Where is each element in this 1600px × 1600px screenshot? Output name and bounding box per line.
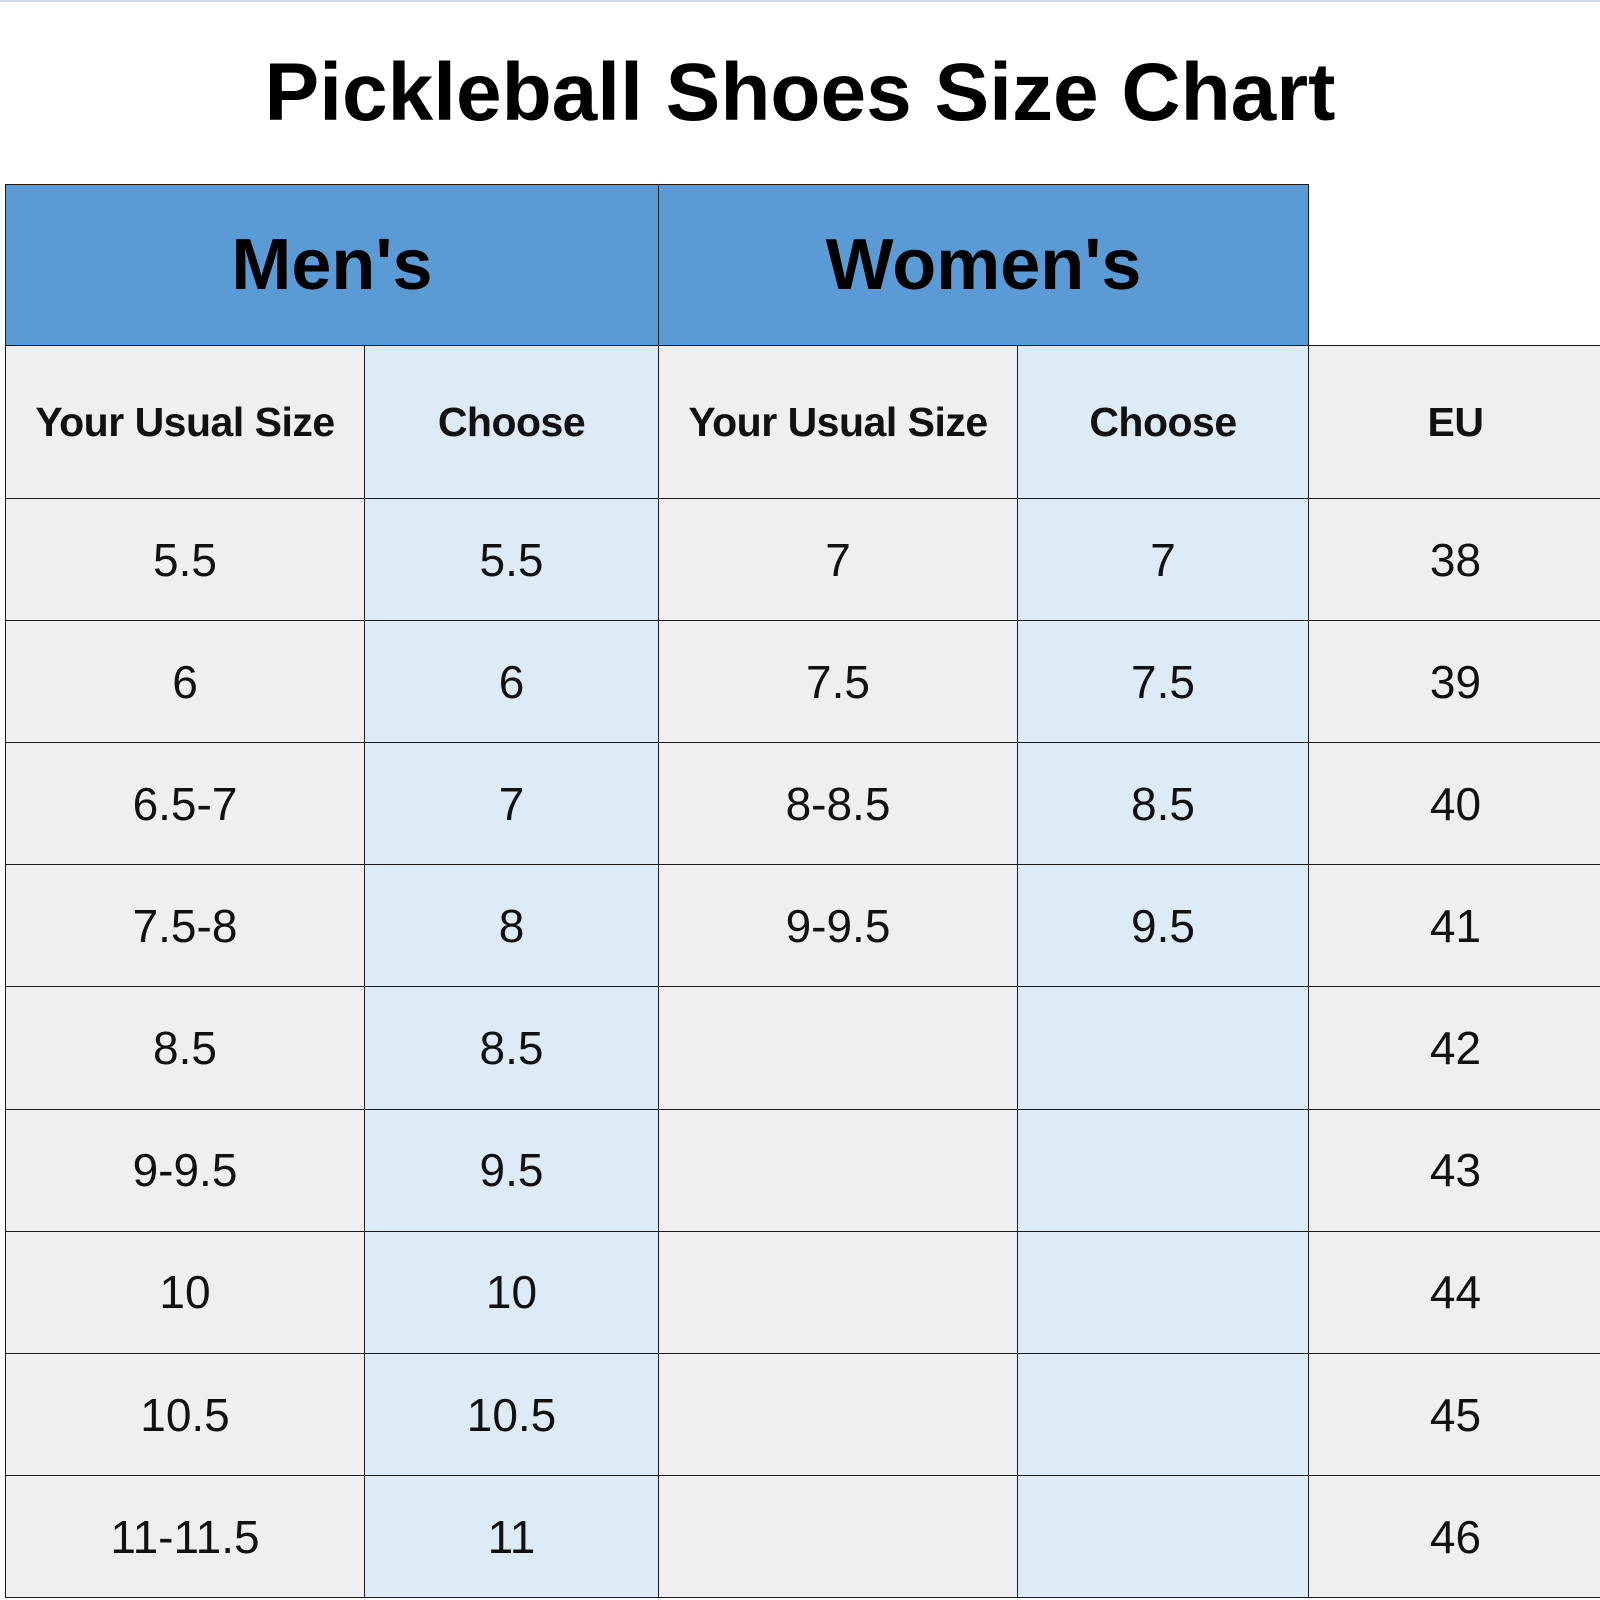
- table-cell: 11-11.5: [5, 1474, 365, 1599]
- table-cell: 8.5: [1017, 742, 1309, 866]
- table-cell: 45: [1308, 1352, 1600, 1477]
- table-cell: 43: [1308, 1108, 1600, 1233]
- table-cell: 10: [364, 1230, 659, 1355]
- table-cell: 42: [1308, 986, 1600, 1111]
- table-cell: 5.5: [364, 498, 659, 622]
- table-cell: 11: [364, 1474, 659, 1599]
- table-cell: [658, 1352, 1018, 1477]
- table-cell: 6: [5, 620, 365, 744]
- table-cell: 8.5: [5, 986, 365, 1111]
- table-cell: 8: [364, 864, 659, 988]
- table-cell: 6: [364, 620, 659, 744]
- column-header: Your Usual Size: [5, 345, 365, 499]
- table-cell: 7: [1017, 498, 1309, 622]
- column-header: EU: [1308, 345, 1600, 499]
- table-cell: 7: [658, 498, 1018, 622]
- table-cell: 10.5: [5, 1352, 365, 1477]
- chart-title: Pickleball Shoes Size Chart: [0, 0, 1600, 184]
- table-cell: [1017, 1108, 1309, 1233]
- column-header: Choose: [1017, 345, 1309, 499]
- table-cell: [658, 986, 1018, 1111]
- table-cell: 9-9.5: [658, 864, 1018, 988]
- table-cell: [1017, 1352, 1309, 1477]
- table-cell: [658, 1474, 1018, 1599]
- table-cell: [1017, 986, 1309, 1111]
- table-cell: 10: [5, 1230, 365, 1355]
- table-cell: [1017, 1474, 1309, 1599]
- table-cell: [658, 1230, 1018, 1355]
- table-cell: [1017, 1230, 1309, 1355]
- table-cell: 7.5-8: [5, 864, 365, 988]
- table-cell: 8-8.5: [658, 742, 1018, 866]
- column-header: Choose: [364, 345, 659, 499]
- table-cell: 10.5: [364, 1352, 659, 1477]
- table-cell: 46: [1308, 1474, 1600, 1599]
- table-cell: 39: [1308, 620, 1600, 744]
- group-header: Women's: [658, 184, 1309, 346]
- table-cell: 9.5: [1017, 864, 1309, 988]
- table-cell: 7.5: [1017, 620, 1309, 744]
- table-cell: 44: [1308, 1230, 1600, 1355]
- table-cell: 6.5-7: [5, 742, 365, 866]
- table-cell: 7.5: [658, 620, 1018, 744]
- table-cell: [658, 1108, 1018, 1233]
- table-cell: 38: [1308, 498, 1600, 622]
- table-cell: 7: [364, 742, 659, 866]
- column-header: Your Usual Size: [658, 345, 1018, 499]
- group-header: Men's: [5, 184, 659, 346]
- table-cell: 9.5: [364, 1108, 659, 1233]
- table-cell: 41: [1308, 864, 1600, 988]
- table-cell: 8.5: [364, 986, 659, 1111]
- table-cell: 9-9.5: [5, 1108, 365, 1233]
- table-cell: 40: [1308, 742, 1600, 866]
- table-cell: 5.5: [5, 498, 365, 622]
